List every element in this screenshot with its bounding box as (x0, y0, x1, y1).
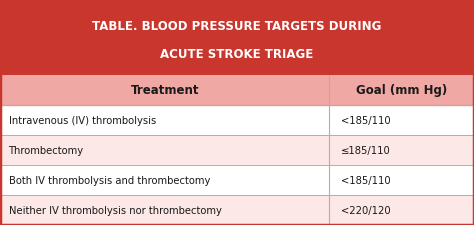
Bar (0, 106, 474, 135)
Text: ≤185/110: ≤185/110 (341, 146, 391, 155)
Text: <185/110: <185/110 (341, 175, 391, 185)
Text: Treatment: Treatment (130, 84, 199, 97)
Bar (0, 75, 474, 106)
Text: ACUTE STROKE TRIAGE: ACUTE STROKE TRIAGE (160, 48, 314, 61)
Text: <220/120: <220/120 (341, 205, 391, 215)
Bar (0, 165, 474, 195)
Bar (0, 195, 474, 225)
Text: Goal (mm Hg): Goal (mm Hg) (356, 84, 447, 97)
Text: Intravenous (IV) thrombolysis: Intravenous (IV) thrombolysis (9, 116, 156, 126)
Text: <185/110: <185/110 (341, 116, 391, 126)
Bar (0, 0, 474, 75)
Text: Both IV thrombolysis and thrombectomy: Both IV thrombolysis and thrombectomy (9, 175, 210, 185)
Text: Neither IV thrombolysis nor thrombectomy: Neither IV thrombolysis nor thrombectomy (9, 205, 221, 215)
Text: Thrombectomy: Thrombectomy (9, 146, 83, 155)
Bar (0, 135, 474, 165)
Text: TABLE. BLOOD PRESSURE TARGETS DURING: TABLE. BLOOD PRESSURE TARGETS DURING (92, 20, 382, 33)
